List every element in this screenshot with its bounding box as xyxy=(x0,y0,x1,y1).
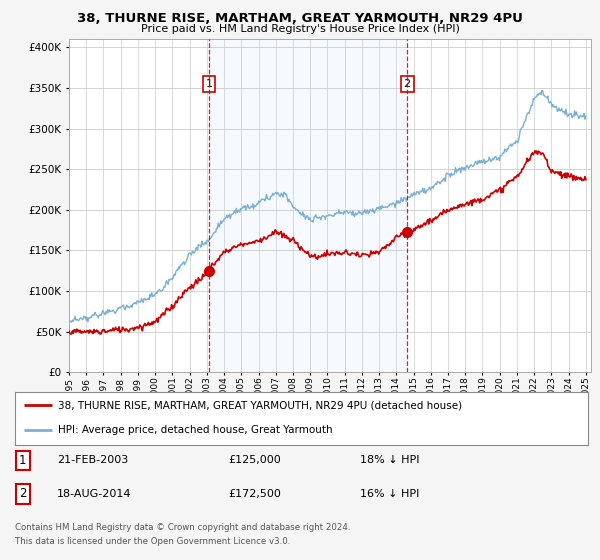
Text: 2: 2 xyxy=(404,79,411,89)
Text: Contains HM Land Registry data © Crown copyright and database right 2024.: Contains HM Land Registry data © Crown c… xyxy=(15,523,350,532)
Text: 38, THURNE RISE, MARTHAM, GREAT YARMOUTH, NR29 4PU (detached house): 38, THURNE RISE, MARTHAM, GREAT YARMOUTH… xyxy=(58,400,462,410)
Text: This data is licensed under the Open Government Licence v3.0.: This data is licensed under the Open Gov… xyxy=(15,537,290,546)
Text: 38, THURNE RISE, MARTHAM, GREAT YARMOUTH, NR29 4PU: 38, THURNE RISE, MARTHAM, GREAT YARMOUTH… xyxy=(77,12,523,25)
Text: 1: 1 xyxy=(19,454,26,467)
Text: £172,500: £172,500 xyxy=(228,489,281,499)
Text: £125,000: £125,000 xyxy=(228,455,281,465)
Text: 2: 2 xyxy=(19,487,26,501)
Text: 21-FEB-2003: 21-FEB-2003 xyxy=(57,455,128,465)
Text: HPI: Average price, detached house, Great Yarmouth: HPI: Average price, detached house, Grea… xyxy=(58,425,332,435)
Bar xyxy=(209,39,407,372)
Text: Price paid vs. HM Land Registry's House Price Index (HPI): Price paid vs. HM Land Registry's House … xyxy=(140,24,460,34)
Text: 18% ↓ HPI: 18% ↓ HPI xyxy=(360,455,419,465)
Text: 16% ↓ HPI: 16% ↓ HPI xyxy=(360,489,419,499)
Text: 1: 1 xyxy=(206,79,212,89)
Text: 18-AUG-2014: 18-AUG-2014 xyxy=(57,489,131,499)
